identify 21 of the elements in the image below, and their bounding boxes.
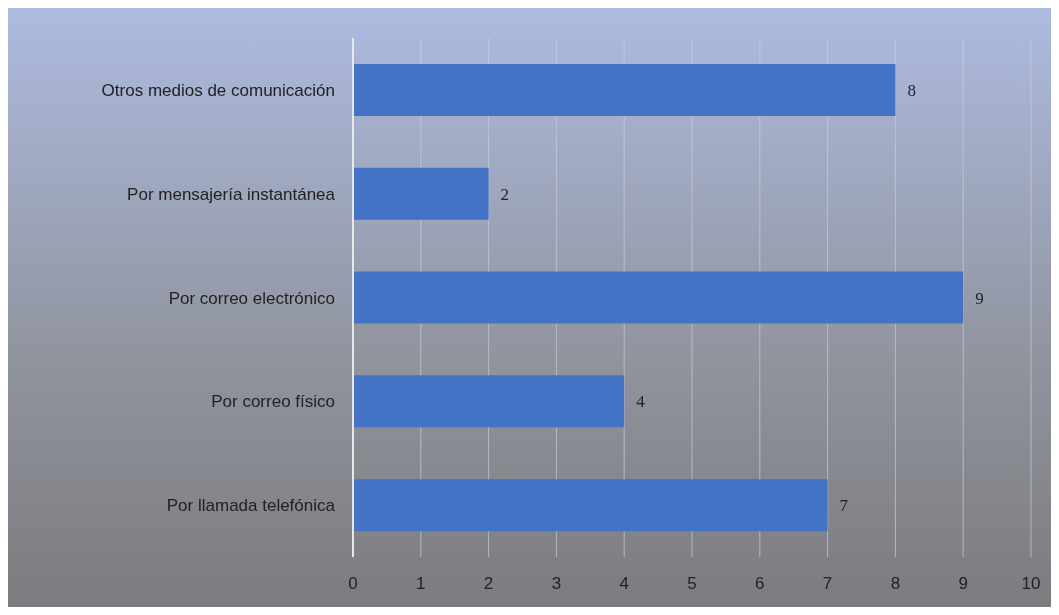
data-label: 7 xyxy=(839,496,849,516)
x-tick-label: 9 xyxy=(958,574,968,594)
x-tick-label: 2 xyxy=(483,574,494,594)
x-tick-label: 4 xyxy=(619,574,629,594)
x-tick-label: 3 xyxy=(551,574,562,594)
x-tick-label: 5 xyxy=(687,574,697,594)
x-tick-label: 10 xyxy=(1021,574,1041,594)
y-tick-label: Por mensajería instantánea xyxy=(127,184,336,204)
x-tick-label: 8 xyxy=(890,574,901,594)
y-tick-label: Por correo electrónico xyxy=(168,288,335,308)
data-label: 9 xyxy=(975,288,984,308)
y-tick-label: Otros medios de comunicación xyxy=(101,80,335,100)
y-tick-label: Por correo físico xyxy=(211,392,335,412)
x-tick-label: 0 xyxy=(348,574,358,594)
data-label: 4 xyxy=(636,392,646,412)
x-tick-label: 7 xyxy=(822,574,833,594)
data-label: 8 xyxy=(907,80,916,100)
x-tick-label: 1 xyxy=(416,574,426,594)
x-tick-label: 6 xyxy=(755,574,765,594)
data-label: 2 xyxy=(500,184,510,204)
y-tick-label: Por llamada telefónica xyxy=(166,496,336,516)
